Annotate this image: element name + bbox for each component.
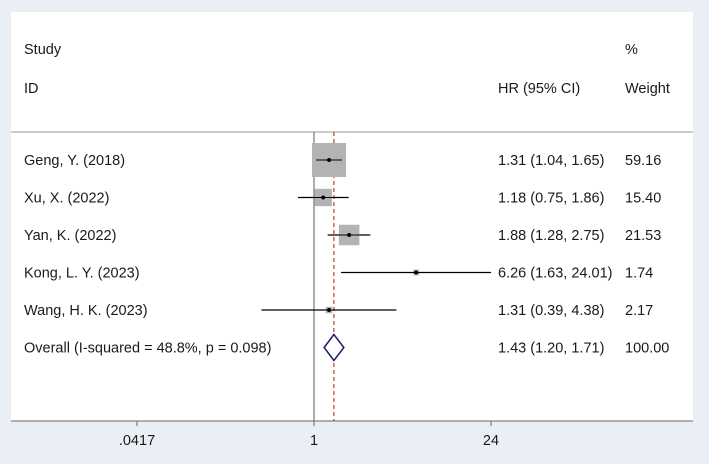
header-study: Study xyxy=(24,42,62,58)
hr-ci-text: 6.26 (1.63, 24.01) xyxy=(498,266,612,282)
weight-text: 15.40 xyxy=(625,191,661,207)
study-label: Wang, H. K. (2023) xyxy=(24,303,148,319)
weight-text: 2.17 xyxy=(625,303,653,319)
point-estimate xyxy=(321,195,326,200)
hr-ci-text: 1.31 (0.39, 4.38) xyxy=(498,303,604,319)
plot-area xyxy=(11,12,693,421)
weight-text: 1.74 xyxy=(625,266,653,282)
header-hr: HR (95% CI) xyxy=(498,81,580,97)
overall-hr-text: 1.43 (1.20, 1.71) xyxy=(498,341,604,357)
x-tick-label: 24 xyxy=(483,433,499,449)
hr-ci-text: 1.31 (1.04, 1.65) xyxy=(498,153,604,169)
weight-text: 59.16 xyxy=(625,153,661,169)
hr-ci-text: 1.88 (1.28, 2.75) xyxy=(498,228,604,244)
study-label: Geng, Y. (2018) xyxy=(24,153,125,169)
study-label: Yan, K. (2022) xyxy=(24,228,116,244)
weight-text: 21.53 xyxy=(625,228,661,244)
overall-label: Overall (I-squared = 48.8%, p = 0.098) xyxy=(24,341,271,357)
study-label: Kong, L. Y. (2023) xyxy=(24,266,140,282)
overall-weight-text: 100.00 xyxy=(625,341,669,357)
header-pct: % xyxy=(625,42,638,58)
x-tick-label: 1 xyxy=(310,433,318,449)
overall-diamond xyxy=(323,333,345,362)
point-estimate xyxy=(327,158,332,162)
study-label: Xu, X. (2022) xyxy=(24,191,109,207)
hr-ci-text: 1.18 (0.75, 1.86) xyxy=(498,191,604,207)
point-estimate xyxy=(414,270,419,275)
x-tick-label: .0417 xyxy=(119,433,155,449)
point-estimate xyxy=(347,233,352,237)
point-estimate xyxy=(327,308,332,312)
header-id: ID xyxy=(24,81,39,97)
header-weight: Weight xyxy=(625,81,670,97)
